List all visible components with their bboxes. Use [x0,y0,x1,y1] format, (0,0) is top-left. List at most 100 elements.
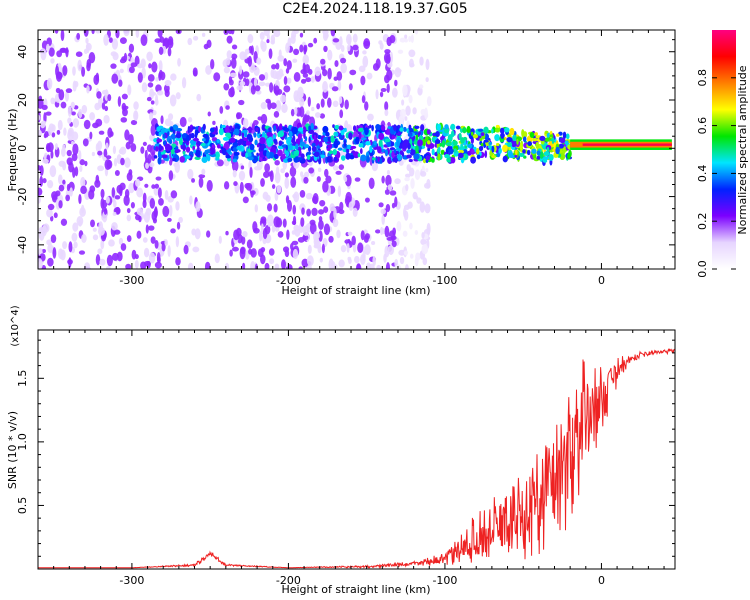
signal-cell [458,149,465,154]
noise-speck [286,77,292,84]
signal-cell [378,139,383,148]
noise-speck [233,181,238,187]
noise-speck [56,129,61,135]
noise-speck [187,116,193,123]
noise-speck [275,62,280,70]
signal-cell [371,124,374,132]
noise-speck [178,216,183,223]
noise-speck [233,229,240,241]
noise-speck [226,35,233,44]
noise-speck [62,179,66,185]
snr-x-tick-label: -200 [276,574,301,587]
noise-speck [280,168,286,174]
noise-speck [78,108,83,119]
noise-speck [223,181,230,190]
noise-speck [84,160,88,167]
noise-speck [390,235,397,241]
noise-speck [274,263,280,269]
noise-speck [348,201,354,211]
signal-cell [196,141,202,145]
noise-speck [43,112,47,124]
noise-speck [332,38,340,43]
noise-speck [108,239,115,247]
signal-cell [255,127,259,132]
signal-cell [409,148,416,156]
noise-speck [101,89,108,95]
noise-speck [314,231,320,240]
noise-speck [419,56,424,66]
noise-speck [105,155,112,160]
noise-speck [56,50,63,58]
signal-cell [252,155,259,163]
signal-cell [156,138,163,143]
noise-speck [155,176,162,181]
noise-speck [281,259,286,269]
noise-speck [58,184,65,192]
noise-speck [327,49,333,61]
signal-cell [453,148,457,153]
noise-speck [303,44,307,55]
noise-speck [421,231,425,239]
noise-speck [47,142,54,153]
noise-speck [376,264,382,269]
signal-cell [232,158,238,163]
signal-cell [167,131,170,136]
noise-speck [113,157,118,167]
noise-speck [58,89,65,101]
signal-cell [536,150,541,156]
signal-cell [273,138,278,144]
noise-speck [47,257,54,267]
noise-speck [254,204,259,213]
signal-cell [470,131,474,136]
noise-speck [309,222,317,235]
signal-cell [200,142,206,147]
noise-speck [302,54,310,65]
signal-cell [281,153,286,160]
noise-speck [405,173,411,178]
signal-cell [288,144,293,151]
signal-cell [357,153,361,158]
noise-speck [135,178,141,187]
signal-cell [407,133,413,137]
noise-speck [133,110,139,121]
noise-speck [135,30,140,38]
noise-speck [60,218,68,226]
noise-speck [289,166,297,178]
noise-speck [85,37,89,44]
noise-speck [128,133,134,145]
signal-cell [546,147,550,152]
noise-speck [147,74,155,82]
noise-speck [154,261,162,269]
noise-speck [402,84,408,97]
signal-cell [198,126,202,133]
noise-speck [243,53,248,60]
noise-speck [408,94,413,104]
snr-y-tick-label: 1.5 [16,370,29,388]
signal-cell [278,130,285,138]
signal-cell [564,140,569,146]
noise-speck [118,79,123,87]
signal-cell [204,149,211,154]
noise-speck [267,100,272,110]
noise-speck [72,143,79,156]
noise-speck [401,99,405,106]
noise-speck [124,157,131,168]
noise-speck [189,195,193,205]
noise-speck [335,170,342,175]
noise-speck [333,76,338,81]
noise-speck [111,187,116,198]
signal-cell [471,149,475,154]
noise-speck [420,238,427,246]
noise-speck [384,225,390,238]
colorbar-tick-label: 0.4 [696,165,709,183]
noise-speck [307,42,314,48]
noise-speck [62,241,68,250]
heatmap-cells [38,30,672,269]
noise-speck [267,221,272,227]
noise-speck [251,122,256,131]
signal-cell [378,129,383,134]
colorbar-tick-label: 0.2 [696,212,709,230]
noise-speck [396,220,402,232]
heatmap-y-tick-label: -40 [16,236,29,254]
noise-speck [107,94,112,102]
